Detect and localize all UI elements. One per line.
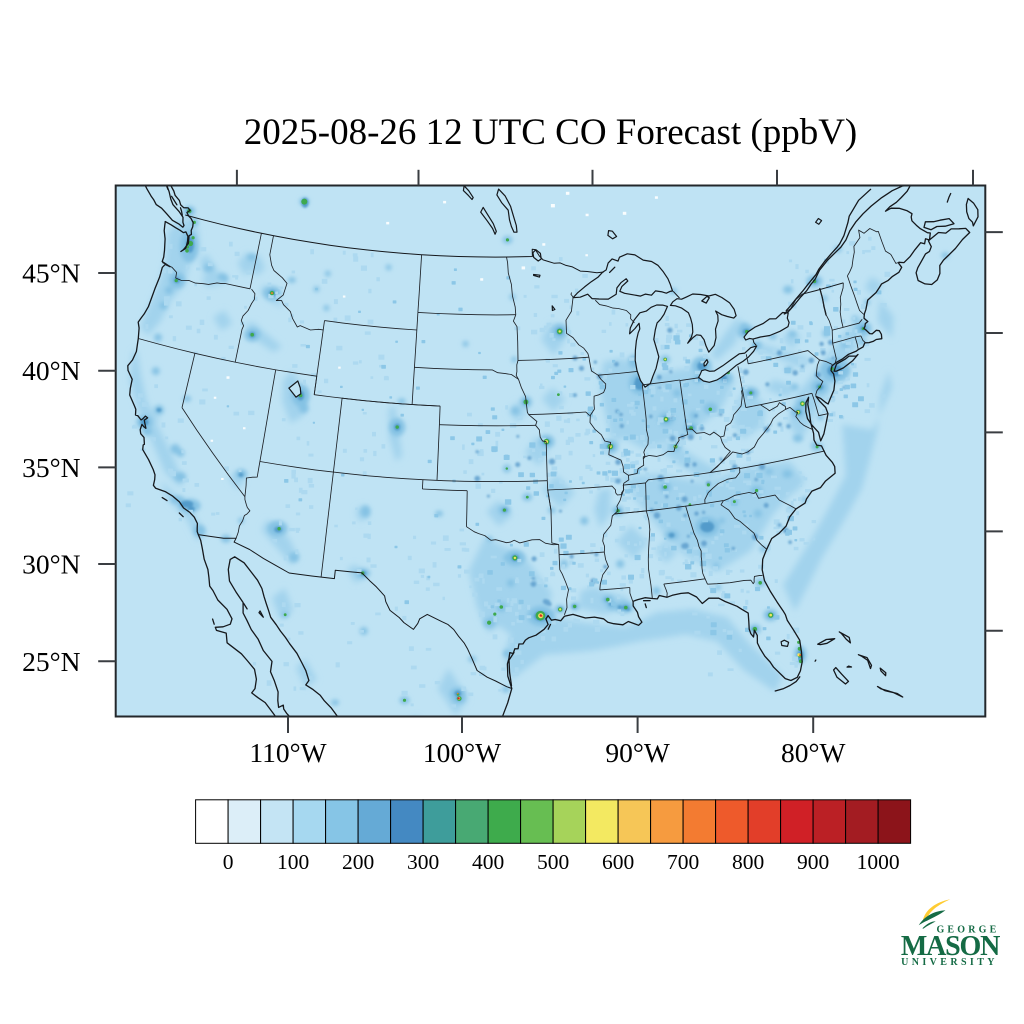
svg-text:0: 0 bbox=[223, 850, 234, 874]
svg-text:MASON: MASON bbox=[901, 931, 1000, 962]
svg-text:400: 400 bbox=[472, 850, 504, 874]
svg-text:1000: 1000 bbox=[857, 850, 900, 874]
svg-text:UNIVERSITY: UNIVERSITY bbox=[901, 957, 998, 968]
svg-text:45°N: 45°N bbox=[22, 258, 80, 289]
svg-text:600: 600 bbox=[602, 850, 634, 874]
svg-text:GEORGE: GEORGE bbox=[936, 924, 999, 935]
svg-text:25°N: 25°N bbox=[22, 646, 80, 677]
svg-text:30°N: 30°N bbox=[22, 549, 80, 580]
svg-text:110°W: 110°W bbox=[249, 737, 326, 768]
svg-text:40°N: 40°N bbox=[22, 355, 80, 386]
svg-text:200: 200 bbox=[342, 850, 374, 874]
svg-text:35°N: 35°N bbox=[22, 452, 80, 483]
svg-text:100°W: 100°W bbox=[423, 737, 501, 768]
svg-text:80°W: 80°W bbox=[781, 737, 845, 768]
svg-text:100: 100 bbox=[277, 850, 309, 874]
svg-text:300: 300 bbox=[407, 850, 439, 874]
svg-text:800: 800 bbox=[732, 850, 764, 874]
svg-text:90°W: 90°W bbox=[605, 737, 669, 768]
svg-text:700: 700 bbox=[667, 850, 699, 874]
svg-text:500: 500 bbox=[537, 850, 569, 874]
svg-text:2025-08-26 12 UTC CO Forecast: 2025-08-26 12 UTC CO Forecast (ppbV) bbox=[244, 112, 858, 153]
svg-text:900: 900 bbox=[797, 850, 829, 874]
